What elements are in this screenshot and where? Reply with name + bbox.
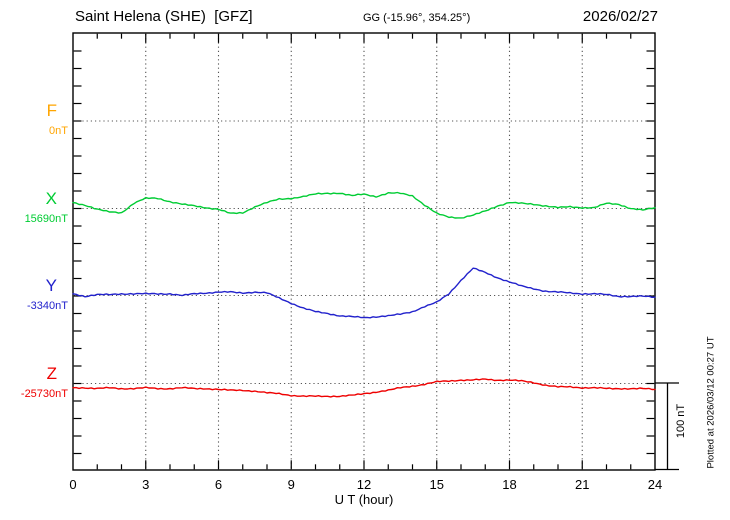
- station-title: Saint Helena (SHE) [GFZ]: [75, 8, 253, 25]
- x-tick-label-6: 6: [214, 477, 223, 492]
- scale-bar-label: 100 nT: [675, 403, 687, 439]
- component-letter-Y: Y: [45, 275, 57, 295]
- x-tick-label-0: 0: [69, 477, 77, 492]
- x-tick-label-15: 15: [429, 477, 444, 492]
- trace-Y: [72, 267, 656, 319]
- observation-date: 2026/02/27: [582, 8, 658, 25]
- x-tick-label-21: 21: [575, 477, 590, 492]
- x-tick-label-3: 3: [142, 477, 150, 492]
- geographic-coordinates: GG (-15.96°, 354.25°): [363, 12, 471, 24]
- x-axis-label: U T (hour): [334, 492, 394, 507]
- component-letter-X: X: [45, 188, 57, 208]
- component-base-value-F: 0nT: [49, 125, 68, 137]
- x-tick-label-18: 18: [502, 477, 517, 492]
- component-base-value-X: 15690nT: [24, 212, 68, 225]
- component-base-value-Y: -3340nT: [27, 299, 68, 312]
- component-letter-Z: Z: [46, 363, 57, 383]
- x-tick-label-24: 24: [647, 477, 663, 492]
- plotted-timestamp-note: Plotted at 2026/03/12 00:27 UT: [705, 336, 717, 469]
- x-tick-label-9: 9: [287, 477, 295, 492]
- component-base-value-Z: -25730nT: [20, 387, 68, 400]
- trace-Z: [72, 378, 656, 398]
- plot-frame: [72, 32, 656, 471]
- x-tick-label-12: 12: [356, 477, 372, 492]
- trace-X: [72, 191, 656, 219]
- component-letter-F: F: [46, 101, 57, 120]
